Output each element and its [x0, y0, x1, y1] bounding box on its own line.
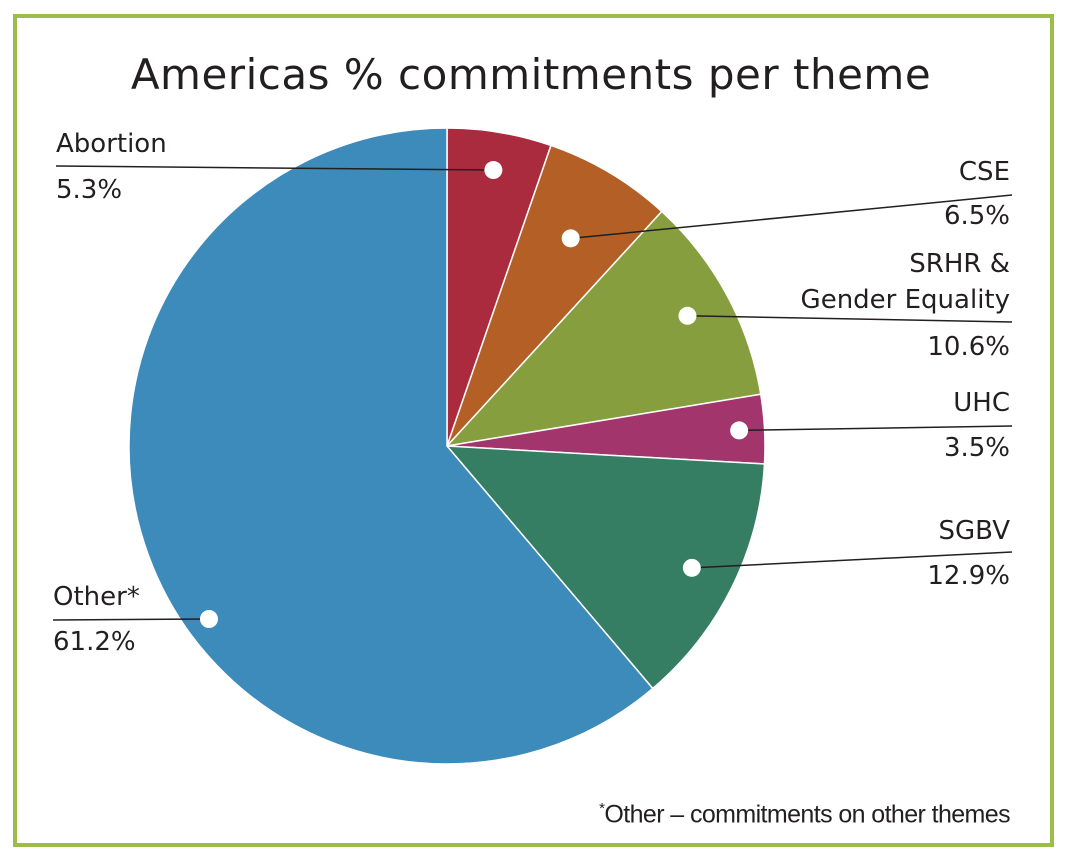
chart-title: Americas % commitments per theme: [130, 50, 932, 99]
label-uhc: UHC: [953, 388, 1010, 418]
leader-line-uhc: [739, 425, 1013, 432]
label-sgbv: SGBV: [938, 516, 1010, 546]
chart-frame: [13, 14, 1054, 847]
leader-line-cse: [570, 194, 1013, 240]
value-cse: 6.5%: [943, 201, 1010, 231]
label-srhr-line2: Gender Equality: [800, 285, 1010, 315]
leader-dot-sgbv: [682, 558, 701, 577]
pie-slice-sgbv: [445, 445, 766, 690]
value-srhr: 10.6%: [927, 332, 1010, 362]
value-abortion: 5.3%: [56, 175, 123, 205]
label-other: Other*: [53, 582, 140, 612]
leader-dot-cse: [561, 229, 580, 248]
value-sgbv: 12.9%: [927, 561, 1010, 591]
leader-line-sgbv: [691, 551, 1013, 569]
value-other: 61.2%: [53, 627, 136, 657]
label-abortion: Abortion: [56, 129, 167, 159]
leader-dot-uhc: [730, 421, 749, 440]
value-uhc: 3.5%: [943, 433, 1010, 463]
pie-slice-srhr: [444, 210, 762, 448]
label-srhr: SRHR &: [909, 249, 1010, 279]
pie-slice-cse: [446, 144, 663, 447]
leader-dot-srhr: [678, 306, 697, 325]
footnote-text: Other – commitments on other themes: [604, 800, 1010, 829]
leader-dot-abortion: [484, 161, 503, 180]
footnote: *Other – commitments on other themes: [599, 800, 1010, 829]
leader-line-srhr: [687, 315, 1013, 323]
pie-slice-other: [128, 127, 654, 765]
footnote-mark: *: [599, 800, 605, 817]
leader-line-abortion: [55, 165, 494, 171]
leader-line-other: [52, 618, 210, 621]
leader-dot-other: [200, 610, 218, 628]
label-cse: CSE: [958, 157, 1010, 187]
